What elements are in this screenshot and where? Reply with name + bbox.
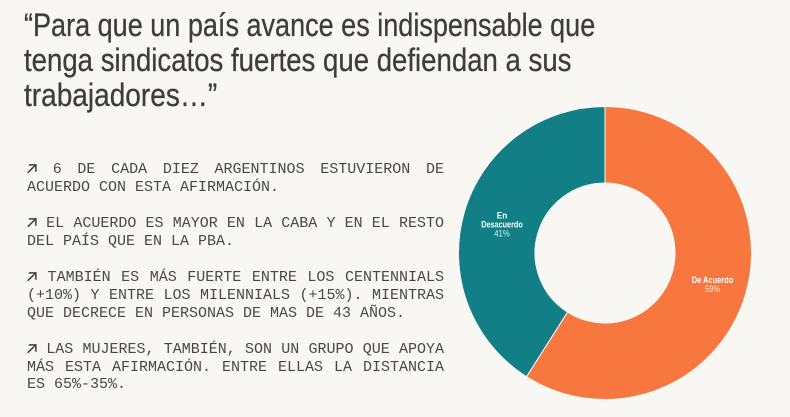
svg-text:En: En: [497, 211, 508, 221]
svg-text:41%: 41%: [494, 229, 510, 239]
svg-text:De Acuerdo: De Acuerdo: [692, 275, 734, 285]
svg-text:59%: 59%: [705, 284, 720, 294]
svg-text:Desacuerdo: Desacuerdo: [481, 220, 523, 230]
